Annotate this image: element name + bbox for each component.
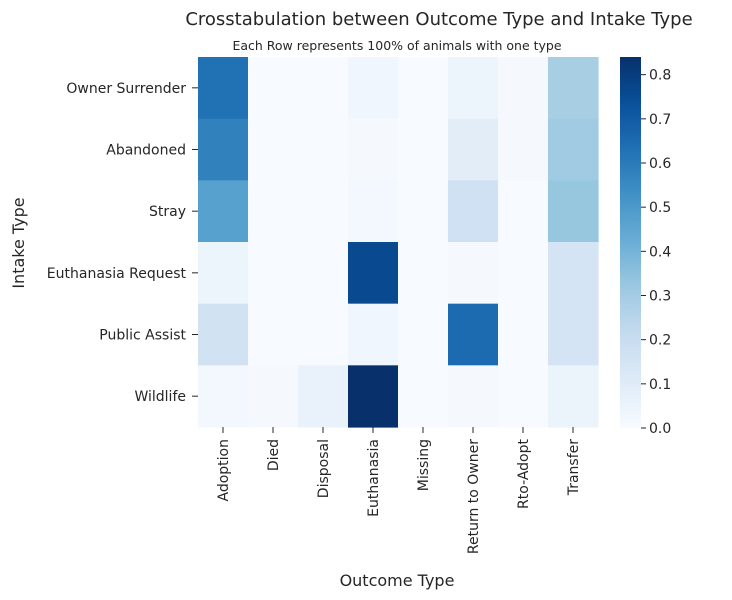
heatmap-cell bbox=[398, 57, 449, 120]
heatmap-cell bbox=[498, 57, 549, 120]
heatmap-cell bbox=[198, 365, 249, 428]
heatmap-cell bbox=[498, 242, 549, 305]
heatmap-cell bbox=[198, 118, 249, 181]
heatmap-cell bbox=[298, 57, 349, 120]
heatmap-cell bbox=[198, 57, 249, 120]
x-tick-label: Return to Owner bbox=[466, 439, 482, 554]
heatmap-cell bbox=[398, 365, 449, 428]
y-tick-labels: Owner Surrender Abandoned Stray Euthanasia … bbox=[47, 81, 198, 405]
heatmap-cell bbox=[548, 303, 599, 366]
y-tick-label: Owner Surrender bbox=[66, 81, 186, 97]
heatmap-cell bbox=[348, 303, 399, 366]
heatmap-cell bbox=[498, 303, 549, 366]
heatmap-cell bbox=[348, 57, 399, 120]
heatmap-cell bbox=[398, 118, 449, 181]
x-tick-label: Rto-Adopt bbox=[516, 438, 532, 508]
heatmap-cell bbox=[548, 57, 599, 120]
heatmap-cell bbox=[198, 242, 249, 305]
x-tick-label: Transfer bbox=[566, 439, 582, 497]
x-tick-label: Euthanasia bbox=[366, 439, 382, 517]
heatmap-cell bbox=[448, 57, 499, 120]
colorbar-tick-label: 0.6 bbox=[649, 156, 671, 172]
heatmap-cell bbox=[248, 57, 299, 120]
heatmap-cell bbox=[448, 365, 499, 428]
heatmap-cell bbox=[298, 365, 349, 428]
heatmap-cell bbox=[498, 365, 549, 428]
heatmap-cell bbox=[248, 303, 299, 366]
heatmap-cell bbox=[348, 365, 399, 428]
colorbar-tick-label: 0.3 bbox=[649, 289, 671, 305]
heatmap-cell bbox=[548, 365, 599, 428]
heatmap-cell bbox=[298, 303, 349, 366]
heatmap-cell bbox=[398, 242, 449, 305]
colorbar-tick-label: 0.1 bbox=[649, 377, 671, 393]
colorbar-tick-label: 0.4 bbox=[649, 244, 671, 260]
y-tick-label: Wildlife bbox=[134, 389, 186, 405]
heatmap-cell bbox=[448, 180, 499, 243]
x-tick-labels: Adoption Died Disposal Euthanasia Missing Ret… bbox=[216, 427, 582, 554]
heatmap-cell bbox=[548, 118, 599, 181]
heatmap-cell bbox=[398, 303, 449, 366]
y-tick-label: Euthanasia Request bbox=[47, 266, 187, 282]
heatmap-cell bbox=[298, 242, 349, 305]
chart-title: Crosstabulation between Outcome Type and… bbox=[185, 9, 692, 30]
heatmap-cell bbox=[348, 118, 399, 181]
heatmap-cell bbox=[498, 118, 549, 181]
y-axis-label: Intake Type bbox=[9, 197, 28, 288]
heatmap-cell bbox=[448, 118, 499, 181]
heatmap-cell bbox=[348, 180, 399, 243]
x-tick-label: Disposal bbox=[316, 439, 332, 498]
x-tick-label: Missing bbox=[416, 439, 432, 491]
colorbar-tick-label: 0.5 bbox=[649, 200, 671, 216]
colorbar-tick-label: 0.7 bbox=[649, 112, 671, 128]
y-tick-label: Stray bbox=[149, 204, 186, 220]
heatmap-cell bbox=[198, 180, 249, 243]
heatmap-cell bbox=[248, 365, 299, 428]
colorbar-tick-label: 0.0 bbox=[649, 421, 671, 437]
heatmap-cell bbox=[548, 180, 599, 243]
x-tick-label: Died bbox=[266, 439, 282, 471]
heatmap-cell bbox=[298, 118, 349, 181]
colorbar-ticks: 0.0 0.1 0.2 0.3 0.4 0.5 0.6 0.7 0.8 bbox=[641, 68, 671, 437]
y-tick-label: Abandoned bbox=[106, 143, 186, 159]
colorbar bbox=[620, 57, 641, 428]
heatmap-cell bbox=[248, 180, 299, 243]
heatmap-cell bbox=[348, 242, 399, 305]
y-tick-label: Public Assist bbox=[99, 328, 186, 344]
heatmap-cell bbox=[248, 242, 299, 305]
x-axis-label: Outcome Type bbox=[340, 571, 455, 590]
heatmap-cell bbox=[248, 118, 299, 181]
chart-subtitle: Each Row represents 100% of animals with… bbox=[232, 38, 561, 53]
heatmap-cell bbox=[298, 180, 349, 243]
heatmap-cell bbox=[448, 242, 499, 305]
colorbar-tick-label: 0.8 bbox=[649, 68, 671, 84]
heatmap-cell bbox=[548, 242, 599, 305]
colorbar-tick-label: 0.2 bbox=[649, 333, 671, 349]
heatmap-cell bbox=[498, 180, 549, 243]
heatmap-cells bbox=[198, 57, 599, 428]
heatmap-cell bbox=[448, 303, 499, 366]
heatmap-cell bbox=[198, 303, 249, 366]
x-tick-label: Adoption bbox=[216, 439, 232, 502]
heatmap-cell bbox=[398, 180, 449, 243]
